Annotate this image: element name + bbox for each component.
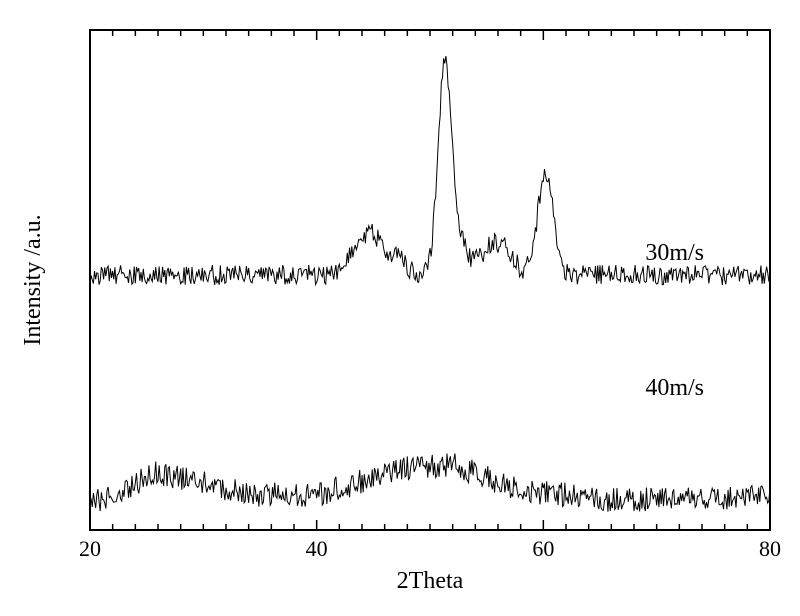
series-label-40m/s: 40m/s [645, 375, 704, 401]
chart-svg: 20 40 60 80 2Theta Intensity /a.u. 30m/s 40m/s [0, 0, 800, 611]
svg-text:Intensity /a.u.: Intensity /a.u. [20, 214, 46, 345]
svg-text:60: 60 [532, 536, 554, 561]
series-label-30m/s: 30m/s [645, 240, 704, 266]
svg-text:20: 20 [79, 536, 101, 561]
svg-text:40: 40 [306, 536, 328, 561]
svg-text:80: 80 [759, 536, 781, 561]
xrd-chart: 20 40 60 80 2Theta Intensity /a.u. 30m/s 40m/s [0, 0, 800, 611]
svg-text:2Theta: 2Theta [397, 568, 464, 594]
